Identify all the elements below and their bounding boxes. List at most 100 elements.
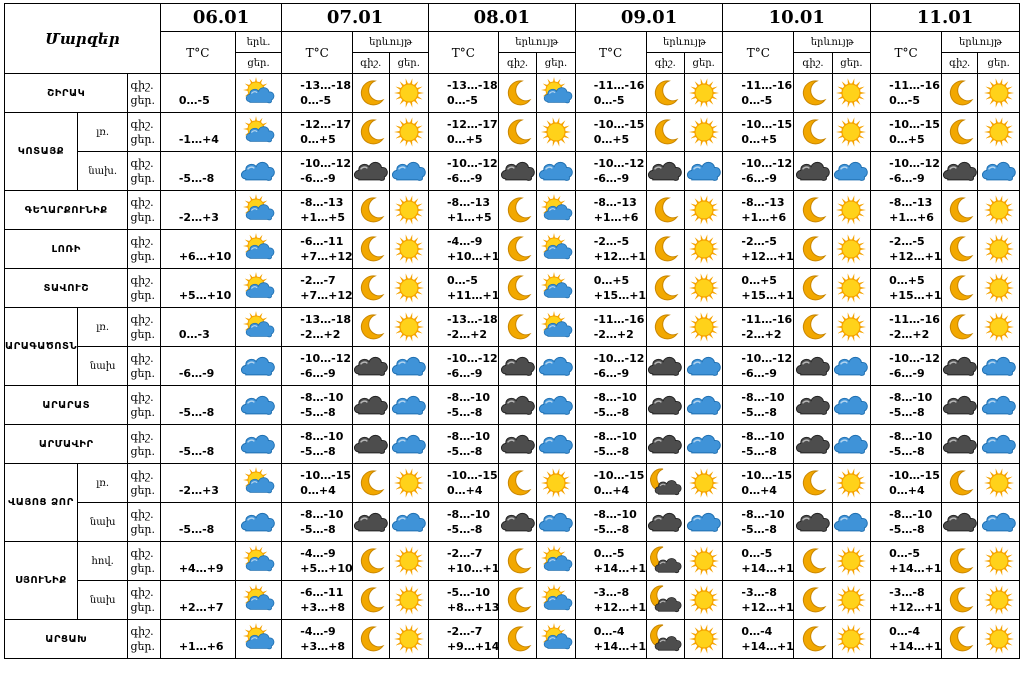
- temp-cell: 0…-5 +14…+18: [722, 541, 795, 581]
- temp-cell: -8…-13 +1…+6: [722, 190, 795, 230]
- table-row: ԳԵՂԱՐՔՈՒՆԻՔ գիշ. ցեր. -2…+3 -8…-13 +1…+5 -8…-…: [3, 190, 1020, 230]
- darkCloud-icon: [793, 385, 833, 425]
- table-row: նախ գիշ. ցեր. +2…+7 -6…-11 +3…+8 -5…-10 +8…+13…: [5, 580, 1020, 620]
- temp-cell: -8…-10 -5…-8: [574, 502, 647, 542]
- temp-day: +1…+6: [593, 211, 639, 224]
- blueCloud-icon: [831, 385, 872, 425]
- temp-night: -11…-16: [593, 313, 645, 326]
- subregion-label: հով.: [76, 541, 129, 581]
- night-label: գիշ.: [130, 508, 154, 521]
- temp-day: +2…+7: [178, 600, 224, 614]
- day-label: ցեր.: [130, 484, 156, 497]
- temp-day: 0…-5: [178, 93, 210, 107]
- temp-day: +12…+17: [889, 250, 942, 263]
- temp-day: +12…+15: [889, 601, 942, 614]
- moon-icon: [940, 463, 979, 503]
- temp-cell: 0…-4 +14…+18: [574, 619, 647, 659]
- temp-cell: -8…-10 -5…-8: [870, 502, 942, 542]
- temp-day: -5…-8: [178, 171, 215, 185]
- sunCloud-icon: [234, 463, 283, 503]
- temp-night: -11…-16: [593, 79, 645, 92]
- sunCloud-icon: [536, 580, 576, 620]
- temp-day: -5…-8: [178, 405, 215, 419]
- temp-night: -8…-10: [446, 391, 491, 404]
- night-label: գիշ.: [130, 586, 154, 599]
- moon-icon: [793, 307, 833, 347]
- darkCloud-icon: [352, 502, 390, 542]
- phenomenon-header: երևույթ: [793, 31, 872, 53]
- sun-icon: [831, 619, 872, 659]
- temp-night: 0…-5: [593, 547, 625, 560]
- temp-day: 0…+5: [889, 133, 925, 146]
- sun-icon: [683, 268, 724, 308]
- subregion-label: լռ.: [76, 112, 129, 152]
- region-name: ԱՐՑԱԽ: [3, 619, 129, 659]
- subregion-label: լռ.: [76, 307, 129, 347]
- temp-day: +6…+10: [178, 249, 232, 263]
- temp-night: 0…-4: [889, 625, 921, 638]
- temp-cell: -2…-5 +12…+17: [870, 229, 942, 269]
- sunCloud-icon: [234, 268, 283, 308]
- darkCloud-icon: [497, 346, 538, 386]
- temp-day: +15…+18: [889, 289, 942, 302]
- temp-night: 0…+5: [741, 274, 777, 287]
- temp-cell: -10…-15 0…+4: [574, 463, 647, 503]
- temp-night: -8…-10: [446, 430, 491, 443]
- blueCloud-icon: [536, 424, 576, 464]
- day-label: ցեր.: [130, 601, 156, 614]
- temp-cell: -2…-5 +12…+17: [574, 229, 647, 269]
- phenomenon-header: երևույթ: [645, 31, 724, 53]
- temp-cell: -10…-12 -6…-9: [427, 346, 499, 386]
- night-label: գիշ.: [130, 79, 154, 92]
- sun-icon: [977, 190, 1020, 230]
- temp-cell: -11…-16 0…-5: [722, 73, 795, 113]
- moon-icon: [497, 229, 538, 269]
- temp-day: -5…-8: [889, 445, 925, 458]
- temp-night: -3…-8: [889, 586, 925, 599]
- sun-icon: [536, 463, 576, 503]
- darkCloud-icon: [940, 502, 979, 542]
- day-night-label: գիշ. ցեր.: [127, 307, 161, 347]
- temp-cell: -5…-8: [159, 385, 236, 425]
- temp-night: -10…-12: [300, 157, 352, 170]
- temp-night: -2…-7: [446, 547, 483, 560]
- day-label: ցեր.: [130, 94, 156, 107]
- table-row: ԼՈՌԻ գիշ. ցեր. +6…+10 -6…-11 +7…+12 -4…-9 +10……: [3, 229, 1020, 269]
- temp-day: +15…+18: [741, 289, 794, 302]
- temp-night: -2…-7: [300, 274, 336, 287]
- temp-cell: -8…-10 -5…-8: [427, 424, 499, 464]
- day-night-label: գիշ. ցեր.: [127, 463, 161, 503]
- moon-icon: [352, 73, 390, 113]
- temp-day: -6…-9: [300, 172, 336, 185]
- temp-day: +5…+10: [300, 562, 353, 575]
- moon-icon: [940, 73, 979, 113]
- temp-day: -5…-8: [300, 445, 336, 458]
- temp-cell: -8…-10 -5…-8: [870, 385, 942, 425]
- table-row: ԱՐՄԱՎԻՐ գիշ. ցեր. -5…-8 -8…-10 -5…-8 -8…-10-…: [3, 424, 1020, 464]
- temp-day: -5…-8: [446, 445, 483, 458]
- temp-day: -5…-8: [741, 523, 777, 536]
- temp-night: -10…-15: [593, 469, 645, 482]
- temp-cell: +4…+9: [159, 541, 236, 581]
- region-name: ՇԻՐԱԿ: [3, 73, 129, 113]
- temp-day: 0…+5: [300, 133, 336, 146]
- blueCloud-icon: [977, 151, 1020, 191]
- temp-day: +14…+18: [889, 562, 942, 575]
- temp-night: -12…-17: [300, 118, 352, 131]
- moonCloud-icon: [645, 541, 685, 581]
- day-label: ցեր.: [130, 523, 156, 536]
- day-label: ցեր.: [130, 172, 156, 185]
- temp-header: T°C: [722, 31, 795, 74]
- temp-day: -5…-8: [300, 406, 336, 419]
- temp-night: -10…-15: [889, 469, 940, 482]
- moon-icon: [645, 229, 685, 269]
- temp-night: -8…-13: [889, 196, 933, 209]
- moon-icon: [940, 580, 979, 620]
- temp-night: -10…-15: [741, 118, 793, 131]
- temp-day: -2…+2: [741, 328, 782, 341]
- blueCloud-icon: [536, 502, 576, 542]
- temp-day: -6…-9: [593, 172, 630, 185]
- temp-night: -2…-5: [741, 235, 777, 248]
- table-row: նախ. գիշ. ցեր. -5…-8 -10…-12 -6…-9 -10…-12 -6…: [5, 151, 1020, 191]
- temp-cell: -8…-13 +1…+6: [574, 190, 647, 230]
